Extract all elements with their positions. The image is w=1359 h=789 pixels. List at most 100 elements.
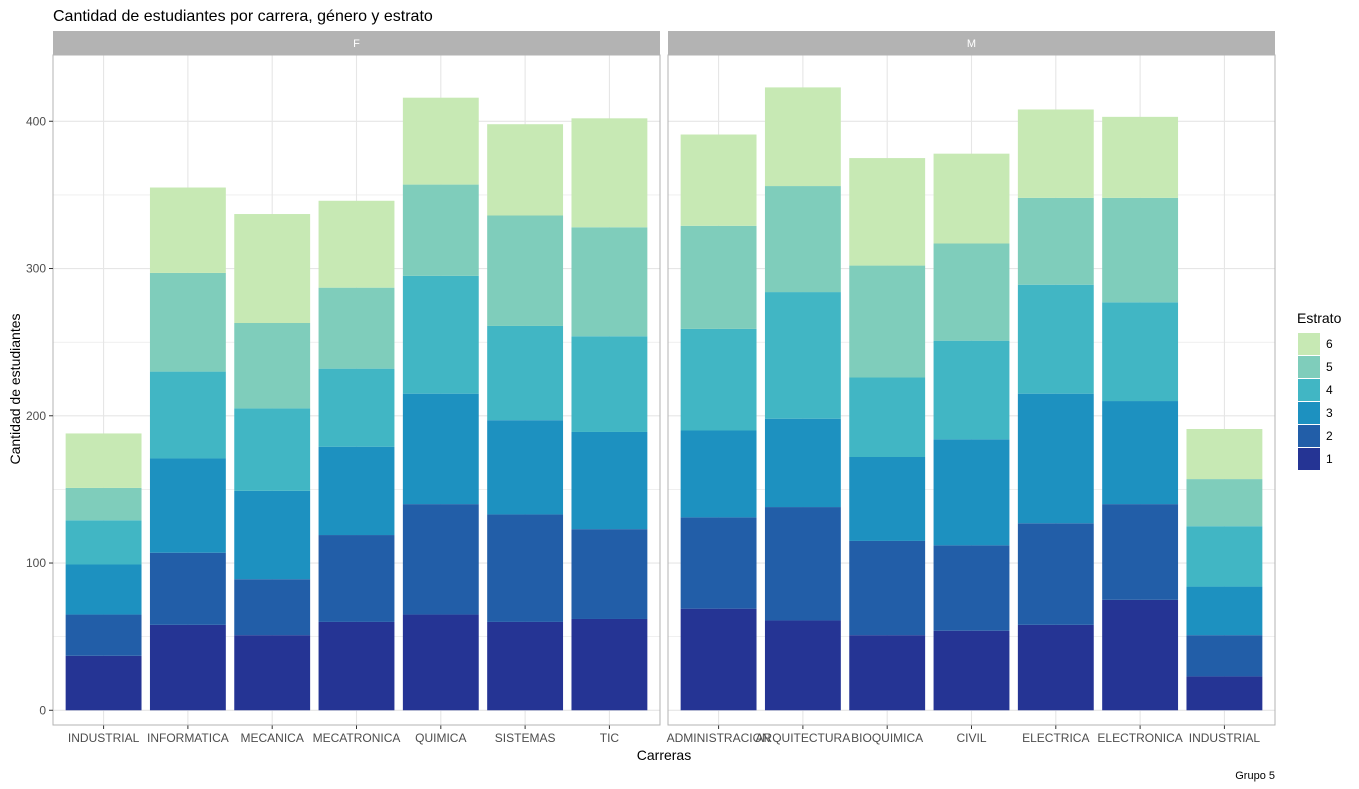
legend-label-estrato-4: 4 [1326,383,1333,397]
bar-segment-f-sistemas-estrato-3 [487,420,564,515]
bar-segment-m-bioquimica-estrato-5 [849,265,926,378]
bar-segment-m-electronica-estrato-5 [1102,197,1179,303]
legend: Estrato 6 5 4 3 2 1 [1297,310,1342,470]
legend-swatch-estrato-1 [1298,448,1320,470]
bar-segment-f-sistemas-estrato-6 [487,124,564,216]
panel-border [52,54,661,726]
bar-segment-f-industrial-estrato-6 [65,433,142,488]
x-tick-label: SISTEMAS [495,731,556,745]
bar-segment-f-mecanica-estrato-2 [234,579,311,636]
legend-label-estrato-5: 5 [1326,360,1333,374]
bar-segment-f-industrial-estrato-2 [65,614,142,656]
x-tick-label: CIVIL [956,731,986,745]
bar-segment-f-quimica-estrato-5 [402,184,479,276]
bar-segment-m-electronica-estrato-2 [1102,504,1179,600]
bar-segment-m-civil-estrato-3 [933,439,1010,546]
bar-segment-f-mecatronica-estrato-5 [318,287,395,369]
x-tick-label: ADMINISTRACION [667,731,771,745]
bar-segment-f-informatica-estrato-2 [149,552,226,625]
bar-segment-m-bioquimica-estrato-1 [849,635,926,711]
bar-segment-f-quimica-estrato-6 [402,97,479,185]
bar-segment-m-administracion-estrato-3 [680,430,757,518]
bar-segment-f-sistemas-estrato-4 [487,325,564,421]
x-tick-label: ARQUITECTURA [756,731,851,745]
bar-segment-f-industrial-estrato-3 [65,564,142,615]
facet-strip [668,31,1275,55]
y-tick-label: 0 [39,703,46,717]
bar-segment-m-electrica-estrato-3 [1017,393,1094,524]
y-tick-label: 400 [26,114,46,128]
bar-segment-m-electronica-estrato-6 [1102,116,1179,198]
legend-swatch-estrato-5 [1298,356,1320,378]
bar-segment-f-informatica-estrato-4 [149,371,226,459]
bar-segment-m-arquitectura-estrato-3 [764,418,841,508]
legend-swatch-estrato-3 [1298,402,1320,424]
bar-segment-f-mecanica-estrato-4 [234,408,311,491]
bar-segment-m-industrial-estrato-2 [1186,635,1263,677]
legend-swatch-estrato-4 [1298,379,1320,401]
facet-strip-label: M [967,38,976,50]
bar-segment-m-electronica-estrato-3 [1102,401,1179,505]
bar-segment-f-mecatronica-estrato-4 [318,368,395,447]
bar-segment-f-tic-estrato-2 [571,529,648,619]
bar-segment-m-electrica-estrato-5 [1017,197,1094,285]
facet-panels: F INDUSTRIAL INFORMATICA MECANICA MECATRONIC… [26,31,1276,745]
legend-swatch-estrato-2 [1298,425,1320,447]
bar-segment-m-civil-estrato-4 [933,340,1010,440]
bar-segment-m-bioquimica-estrato-2 [849,540,926,636]
chart-title: Cantidad de estudiantes por carrera, gén… [53,8,433,25]
bar-segment-f-quimica-estrato-4 [402,275,479,394]
bar-segment-m-civil-estrato-1 [933,630,1010,711]
bar-segment-m-industrial-estrato-3 [1186,586,1263,636]
facet-strip-label: F [353,38,360,50]
x-tick-label: INDUSTRIAL [68,731,140,745]
bar-segment-m-industrial-estrato-5 [1186,479,1263,527]
x-tick-label: ELECTRICA [1022,731,1089,745]
bar-segment-m-arquitectura-estrato-1 [764,620,841,711]
legend-label-estrato-2: 2 [1326,429,1333,443]
y-axis-title: Cantidad de estudiantes [7,314,23,465]
legend-label-estrato-1: 1 [1326,452,1333,466]
bar-segment-m-administracion-estrato-5 [680,225,757,329]
x-tick-label: MECANICA [241,731,304,745]
bar-segment-m-administracion-estrato-4 [680,328,757,431]
bar-segment-m-bioquimica-estrato-6 [849,158,926,266]
bar-segment-f-tic-estrato-6 [571,118,648,228]
bar-segment-f-informatica-estrato-6 [149,187,226,273]
legend-label-estrato-3: 3 [1326,406,1333,420]
x-tick-label: ELECTRONICA [1097,731,1182,745]
bar-segment-m-arquitectura-estrato-6 [764,87,841,187]
bar-segment-f-quimica-estrato-3 [402,393,479,505]
bar-segment-m-administracion-estrato-1 [680,608,757,711]
bar-segment-m-arquitectura-estrato-2 [764,507,841,621]
bar-segment-m-industrial-estrato-6 [1186,429,1263,480]
x-tick-label: QUIMICA [415,731,466,745]
bar-segment-f-mecanica-estrato-3 [234,490,311,580]
x-tick-label: INDUSTRIAL [1189,731,1261,745]
bar-segment-m-electronica-estrato-4 [1102,302,1179,402]
bar-segment-f-quimica-estrato-1 [402,614,479,711]
bar-segment-m-electronica-estrato-1 [1102,599,1179,711]
bar-segment-f-tic-estrato-5 [571,227,648,337]
panel-border [667,54,1276,726]
bar-segment-f-mecatronica-estrato-1 [318,621,395,711]
bar-segment-f-quimica-estrato-2 [402,504,479,615]
bar-segment-m-arquitectura-estrato-5 [764,186,841,293]
bar-segment-f-tic-estrato-1 [571,618,648,711]
bar-segment-m-electrica-estrato-2 [1017,523,1094,625]
bar-segment-f-mecanica-estrato-5 [234,323,311,409]
bar-segment-f-sistemas-estrato-5 [487,215,564,326]
bar-segment-m-civil-estrato-5 [933,243,1010,341]
bar-segment-f-informatica-estrato-3 [149,458,226,553]
legend-swatch-estrato-6 [1298,333,1320,355]
bar-segment-f-industrial-estrato-5 [65,487,142,521]
bar-segment-m-bioquimica-estrato-4 [849,377,926,457]
x-tick-label: TIC [600,731,620,745]
y-tick-label: 200 [26,409,46,423]
bar-segment-m-administracion-estrato-6 [680,134,757,226]
x-tick-label: INFORMATICA [147,731,229,745]
bar-segment-f-mecatronica-estrato-3 [318,446,395,536]
bar-segment-m-civil-estrato-6 [933,153,1010,244]
bar-segment-m-electrica-estrato-4 [1017,284,1094,394]
